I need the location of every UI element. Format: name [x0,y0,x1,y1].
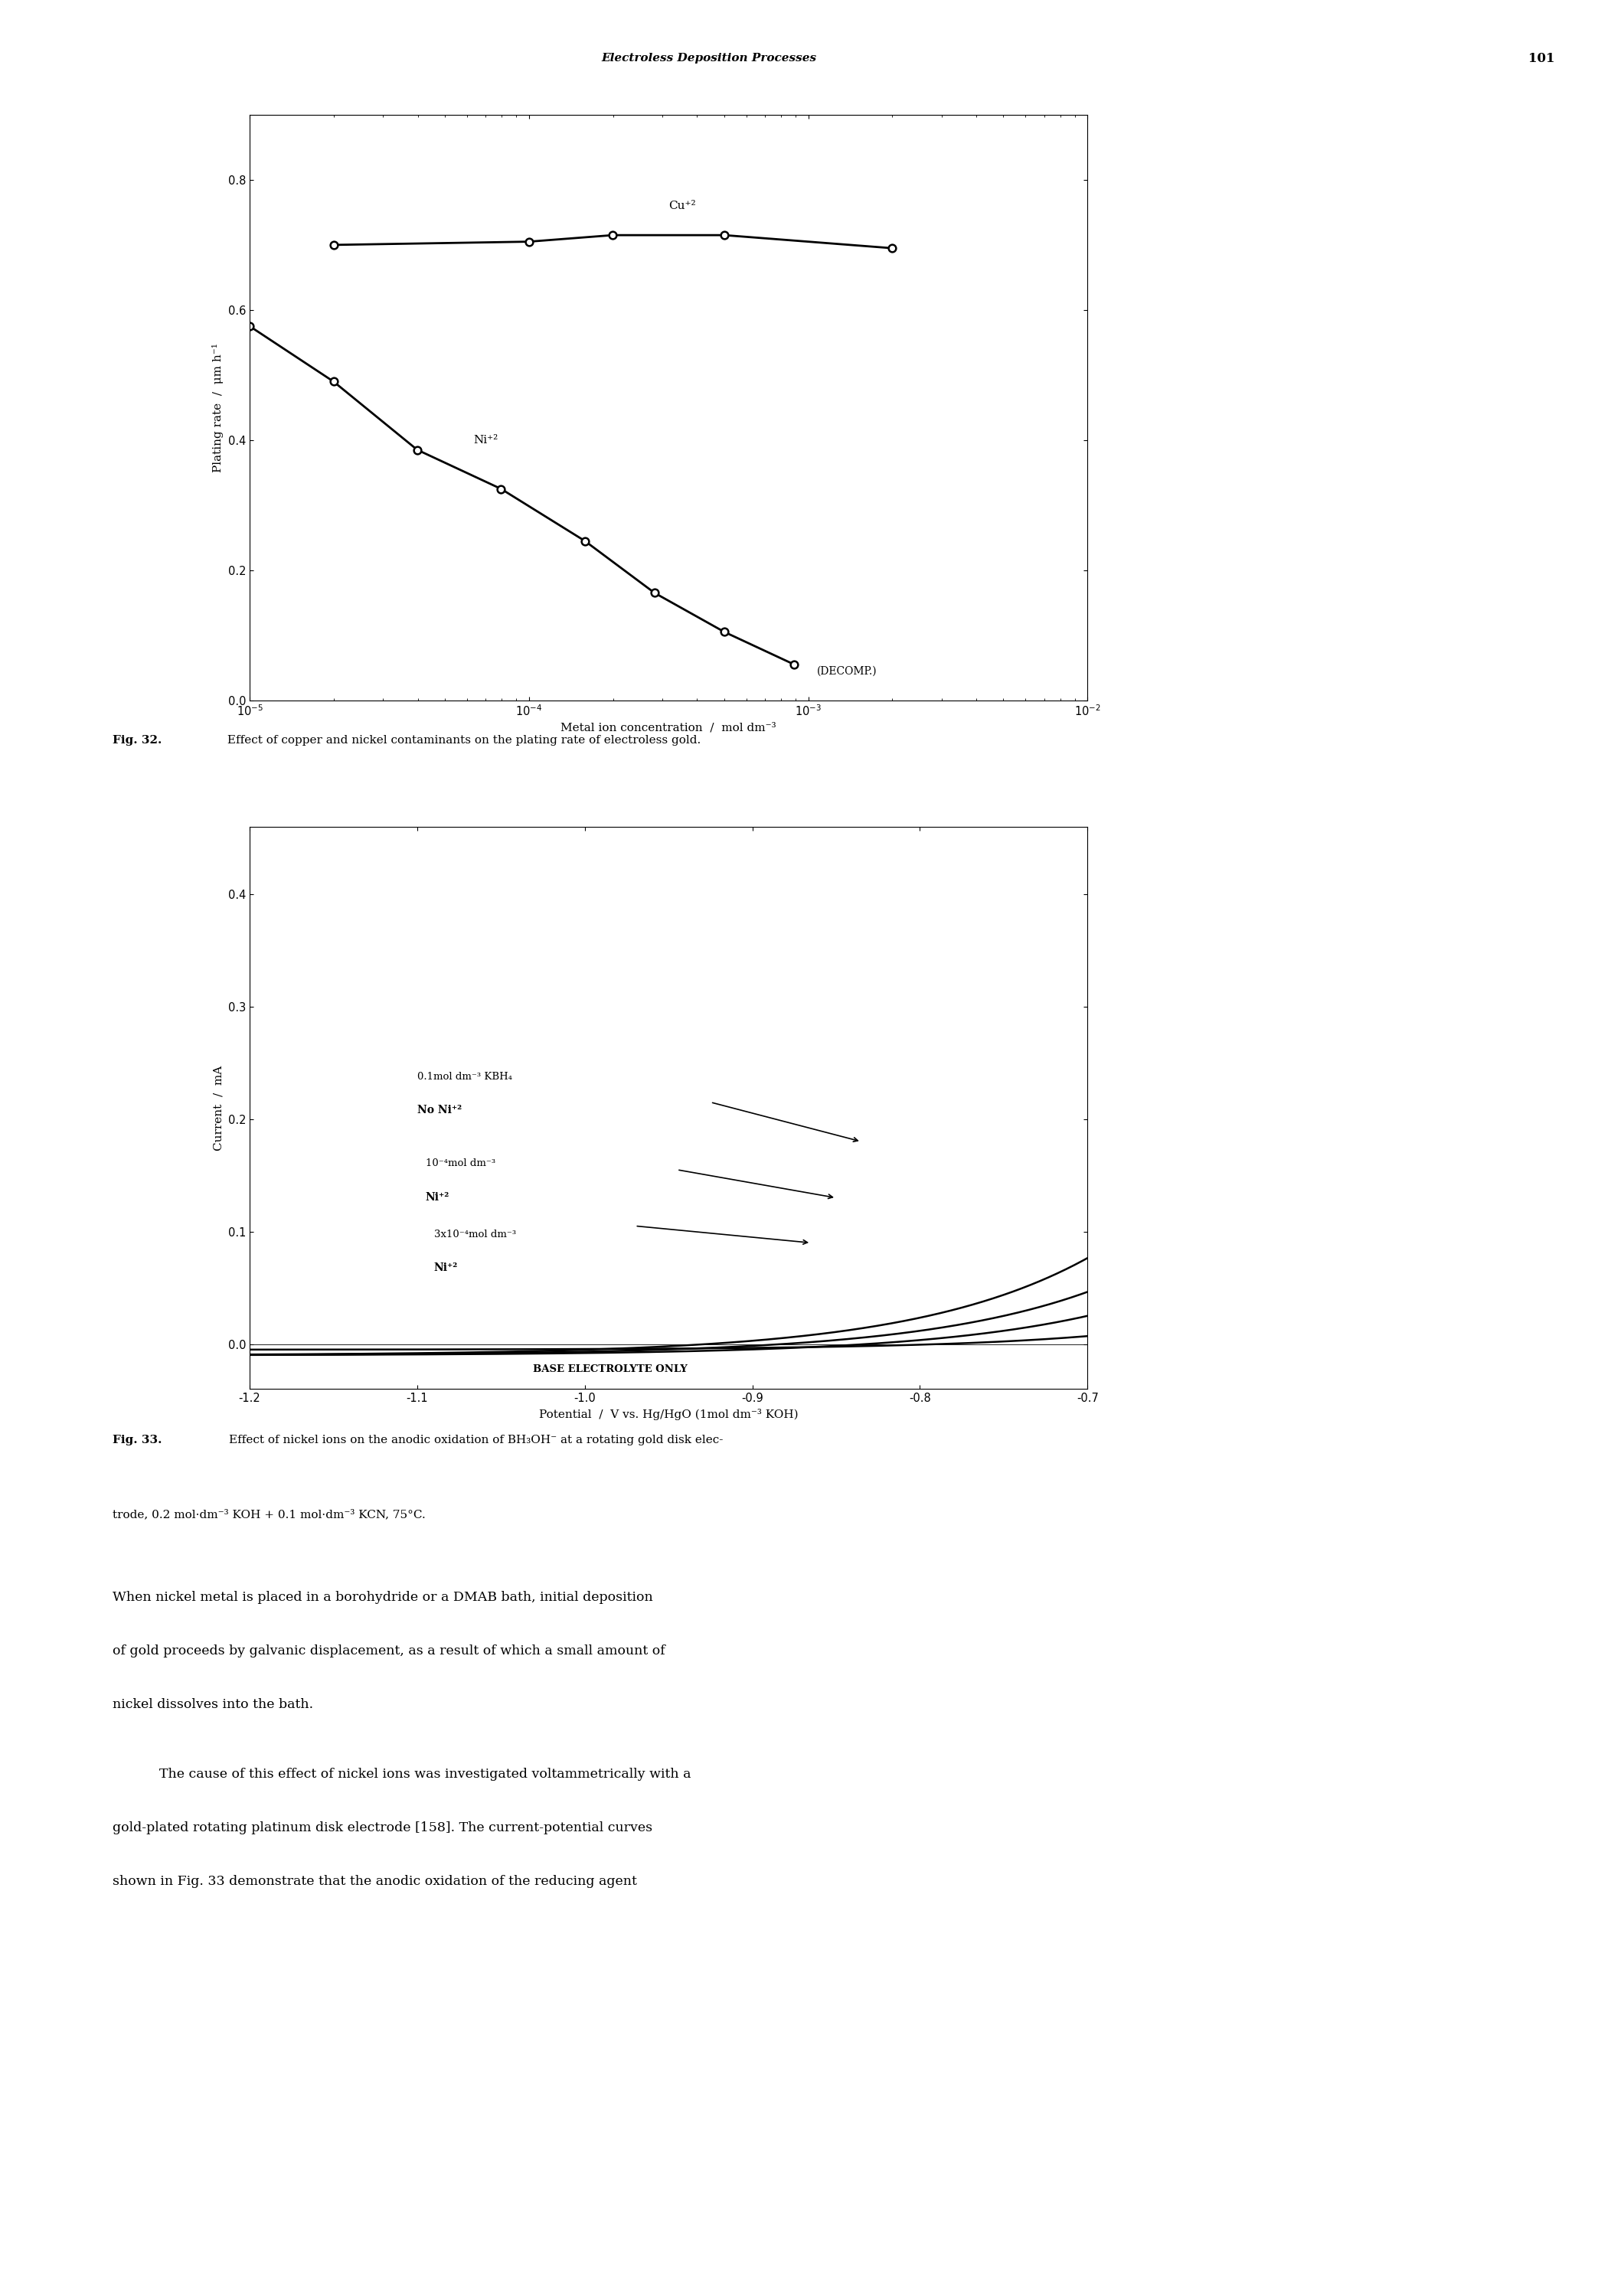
Text: Ni⁺²: Ni⁺² [425,1192,449,1203]
Text: of gold proceeds by galvanic displacement, as a result of which a small amount o: of gold proceeds by galvanic displacemen… [113,1644,665,1658]
Text: 10⁻⁴mol dm⁻³: 10⁻⁴mol dm⁻³ [425,1159,496,1169]
Text: The cause of this effect of nickel ions was investigated voltammetrically with a: The cause of this effect of nickel ions … [159,1768,691,1782]
Text: Ni⁺²: Ni⁺² [433,1263,458,1274]
Text: 0.1mol dm⁻³ KBH₄: 0.1mol dm⁻³ KBH₄ [417,1072,512,1081]
Y-axis label: Current  /  mA: Current / mA [213,1065,224,1150]
Y-axis label: Plating rate  /  μm h⁻¹: Plating rate / μm h⁻¹ [213,342,224,473]
Text: 3x10⁻⁴mol dm⁻³: 3x10⁻⁴mol dm⁻³ [433,1231,516,1240]
Text: nickel dissolves into the bath.: nickel dissolves into the bath. [113,1699,314,1711]
Text: Ni⁺²: Ni⁺² [474,434,498,445]
X-axis label: Metal ion concentration  /  mol dm⁻³: Metal ion concentration / mol dm⁻³ [561,723,777,732]
Text: gold-plated rotating platinum disk electrode [158]. The current-potential curves: gold-plated rotating platinum disk elect… [113,1821,652,1835]
Text: When nickel metal is placed in a borohydride or a DMAB bath, initial deposition: When nickel metal is placed in a borohyd… [113,1591,652,1605]
Text: shown in Fig. 33 demonstrate that the anodic oxidation of the reducing agent: shown in Fig. 33 demonstrate that the an… [113,1876,638,1887]
Text: No Ni⁺²: No Ni⁺² [417,1104,462,1116]
Text: Electroless Deposition Processes: Electroless Deposition Processes [601,53,817,64]
Text: Effect of nickel ions on the anodic oxidation of BH₃OH⁻ at a rotating gold disk : Effect of nickel ions on the anodic oxid… [229,1435,723,1444]
X-axis label: Potential  /  V vs. Hg/HgO (1mol dm⁻³ KOH): Potential / V vs. Hg/HgO (1mol dm⁻³ KOH) [540,1407,797,1419]
Text: trode, 0.2 mol·dm⁻³ KOH + 0.1 mol·dm⁻³ KCN, 75°C.: trode, 0.2 mol·dm⁻³ KOH + 0.1 mol·dm⁻³ K… [113,1508,425,1520]
Text: 101: 101 [1529,53,1555,64]
Text: BASE ELECTROLYTE ONLY: BASE ELECTROLYTE ONLY [533,1364,688,1375]
Text: Fig. 32.: Fig. 32. [113,735,163,746]
Text: (DECOMP.): (DECOMP.) [817,666,876,677]
Text: Effect of copper and nickel contaminants on the plating rate of electroless gold: Effect of copper and nickel contaminants… [224,735,701,746]
Text: Fig. 33.: Fig. 33. [113,1435,163,1444]
Text: Cu⁺²: Cu⁺² [669,200,696,211]
